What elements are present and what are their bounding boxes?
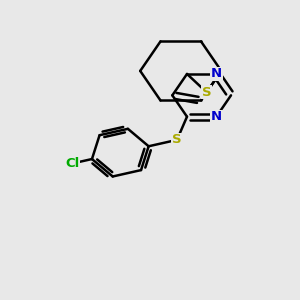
Text: N: N xyxy=(211,110,222,123)
Text: S: S xyxy=(172,134,182,146)
Text: N: N xyxy=(211,68,222,80)
Text: S: S xyxy=(202,86,211,99)
Text: Cl: Cl xyxy=(65,157,80,170)
